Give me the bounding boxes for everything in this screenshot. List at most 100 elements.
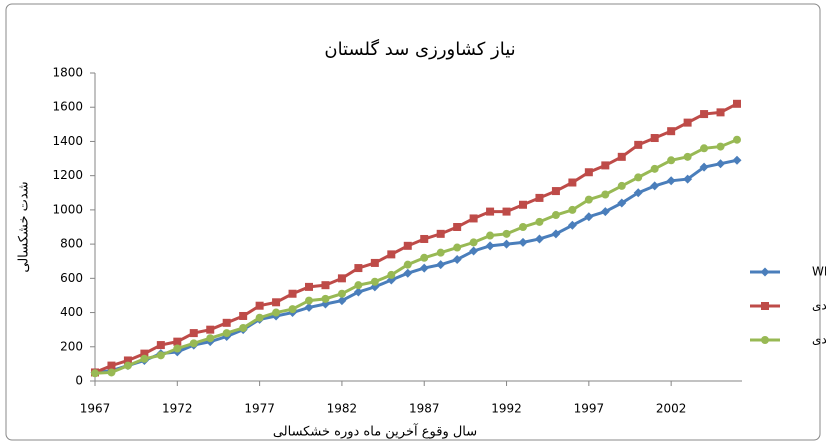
- data-point: [91, 369, 99, 378]
- y-axis-label: شدت خشکسالی: [17, 181, 32, 272]
- legend-marker: [761, 336, 769, 344]
- legend-label: هجینگ تک سدی: [812, 299, 826, 313]
- data-point: [469, 246, 479, 256]
- series-line: [94, 102, 738, 374]
- data-point: [370, 277, 379, 286]
- data-point: [568, 205, 577, 214]
- data-point: [403, 260, 412, 269]
- data-point: [600, 207, 610, 217]
- data-point: [337, 274, 346, 283]
- data-point: [305, 296, 313, 305]
- data-point: [222, 329, 231, 338]
- x-tick-label: 2002: [656, 402, 687, 416]
- data-point: [173, 337, 182, 346]
- legend-label: ساده WEAP: [812, 265, 826, 279]
- data-point: [189, 339, 198, 348]
- data-point: [107, 368, 116, 377]
- legend-label: هجینگ چند سدی: [812, 333, 826, 347]
- data-point: [173, 344, 182, 353]
- data-point: [436, 260, 446, 270]
- data-point: [683, 174, 693, 184]
- y-tick-label: 0: [75, 374, 83, 388]
- data-point: [387, 270, 396, 279]
- data-point: [568, 178, 577, 187]
- x-tick-label: 1982: [327, 402, 358, 416]
- x-tick-label: 1967: [80, 402, 111, 416]
- data-point: [534, 234, 544, 244]
- data-point: [502, 239, 512, 249]
- data-point: [304, 302, 314, 312]
- y-tick-label: 600: [60, 271, 83, 285]
- data-point: [551, 211, 560, 220]
- data-point: [683, 152, 692, 161]
- y-tick-label: 1200: [52, 168, 83, 182]
- data-point: [452, 255, 462, 265]
- data-point: [255, 301, 264, 310]
- data-point: [469, 214, 478, 223]
- data-point: [551, 229, 561, 239]
- data-point: [370, 258, 379, 267]
- data-point: [733, 99, 741, 108]
- y-tick-label: 1000: [52, 202, 83, 216]
- x-tick-label: 1972: [162, 402, 193, 416]
- data-point: [337, 296, 347, 306]
- data-point: [584, 212, 594, 222]
- data-point: [453, 223, 462, 231]
- data-point: [617, 152, 626, 161]
- y-tick-label: 200: [60, 339, 83, 353]
- data-point: [387, 250, 396, 259]
- data-point: [650, 181, 660, 191]
- data-point: [683, 118, 692, 127]
- data-point: [634, 140, 643, 149]
- data-point: [469, 238, 478, 247]
- data-point: [272, 308, 281, 317]
- data-point: [436, 229, 445, 238]
- data-point: [617, 181, 626, 190]
- data-point: [420, 234, 429, 243]
- y-tick-label: 400: [60, 305, 83, 319]
- series-line: [94, 158, 738, 374]
- data-point: [123, 361, 132, 370]
- data-point: [584, 195, 593, 204]
- data-point: [634, 173, 643, 182]
- data-point: [354, 264, 363, 273]
- y-tick-label: 1400: [52, 134, 83, 148]
- data-point: [716, 142, 725, 151]
- data-point: [601, 161, 610, 170]
- data-point: [436, 248, 445, 257]
- data-point: [420, 253, 429, 262]
- data-point: [502, 207, 511, 216]
- data-point: [667, 156, 676, 165]
- data-point: [519, 200, 527, 209]
- data-point: [189, 329, 198, 338]
- data-point: [486, 231, 495, 240]
- data-point: [403, 241, 412, 250]
- data-point: [535, 217, 544, 226]
- x-tick-label: 1992: [491, 402, 522, 416]
- data-point: [288, 289, 297, 298]
- x-tick-label: 1987: [409, 402, 440, 416]
- data-point: [584, 168, 593, 177]
- data-point: [353, 287, 363, 297]
- data-point: [354, 281, 363, 290]
- data-point: [519, 223, 527, 231]
- data-point: [222, 318, 231, 327]
- data-point: [650, 164, 659, 173]
- y-tick-label: 1800: [52, 66, 83, 80]
- data-point: [321, 294, 330, 303]
- data-point: [453, 243, 462, 252]
- x-tick-label: 1997: [574, 402, 605, 416]
- data-point: [403, 268, 413, 278]
- data-point: [419, 263, 429, 273]
- data-point: [140, 354, 149, 363]
- data-point: [239, 323, 248, 332]
- data-point: [617, 198, 627, 208]
- data-point: [206, 334, 215, 343]
- y-tick-label: 1600: [52, 100, 83, 114]
- data-point: [337, 289, 346, 298]
- data-point: [305, 282, 313, 291]
- data-point: [699, 162, 709, 172]
- data-point: [700, 110, 709, 119]
- data-point: [535, 193, 544, 202]
